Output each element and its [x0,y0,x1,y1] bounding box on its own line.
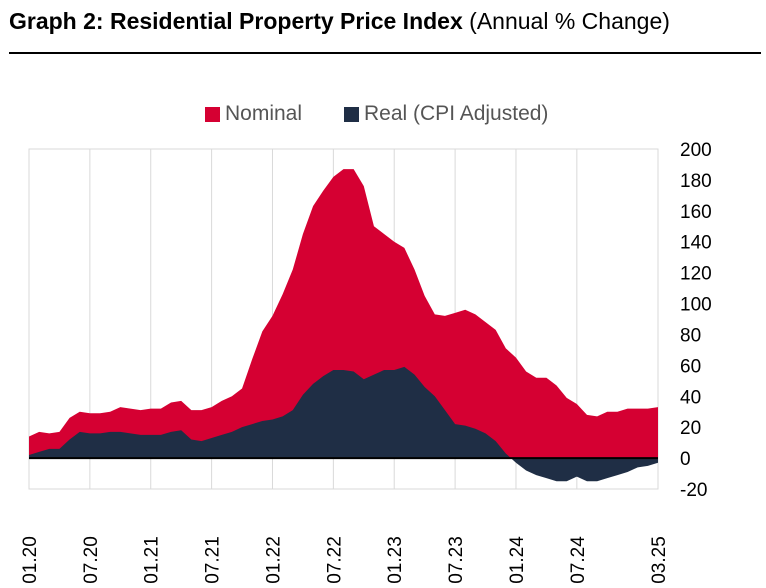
chart-title: Graph 2: Residential Property Price Inde… [9,8,670,35]
y-tick-label-0: 0 [680,449,691,470]
x-tick-label-01.21: 01.21 [142,536,163,584]
y-tick-label-60: 60 [680,356,701,377]
y-tick-label--20: -20 [680,480,707,501]
series-area-nominal [29,169,658,459]
y-tick-label-100: 100 [680,295,712,316]
y-tick-label-200: 200 [680,140,712,161]
x-tick-label-01.24: 01.24 [507,536,528,584]
y-tick-label-40: 40 [680,387,701,408]
x-tick-label-01.20: 01.20 [20,536,41,584]
x-tick-label-07.22: 07.22 [324,536,345,584]
series-area-real [29,366,658,482]
x-tick-label-07.23: 07.23 [446,536,467,584]
legend-swatch-real [344,106,359,122]
x-tick-label-07.20: 07.20 [81,536,102,584]
title-divider [9,52,761,54]
legend-label-real: Real (CPI Adjusted) [364,102,549,125]
legend-item-nominal: Nominal [205,102,302,126]
chart-title-main: Graph 2: Residential Property Price Inde… [9,8,463,34]
legend-item-real: Real (CPI Adjusted) [344,102,548,126]
x-tick-label-07.24: 07.24 [568,536,589,584]
legend-swatch-nominal [205,106,220,122]
y-tick-label-180: 180 [680,171,712,192]
chart-title-subtitle: (Annual % Change) [469,8,670,34]
x-tick-label-01.23: 01.23 [385,536,406,584]
x-tick-label-03.25: 03.25 [649,536,670,584]
chart-legend: Nominal Real (CPI Adjusted) [0,102,766,128]
x-tick-label-01.22: 01.22 [263,536,284,584]
y-tick-label-140: 140 [680,233,712,254]
y-tick-label-80: 80 [680,325,701,346]
y-tick-label-20: 20 [680,418,701,439]
y-tick-label-120: 120 [680,264,712,285]
legend-label-nominal: Nominal [225,102,303,125]
y-tick-label-160: 160 [680,202,712,223]
x-tick-label-07.21: 07.21 [203,536,224,584]
